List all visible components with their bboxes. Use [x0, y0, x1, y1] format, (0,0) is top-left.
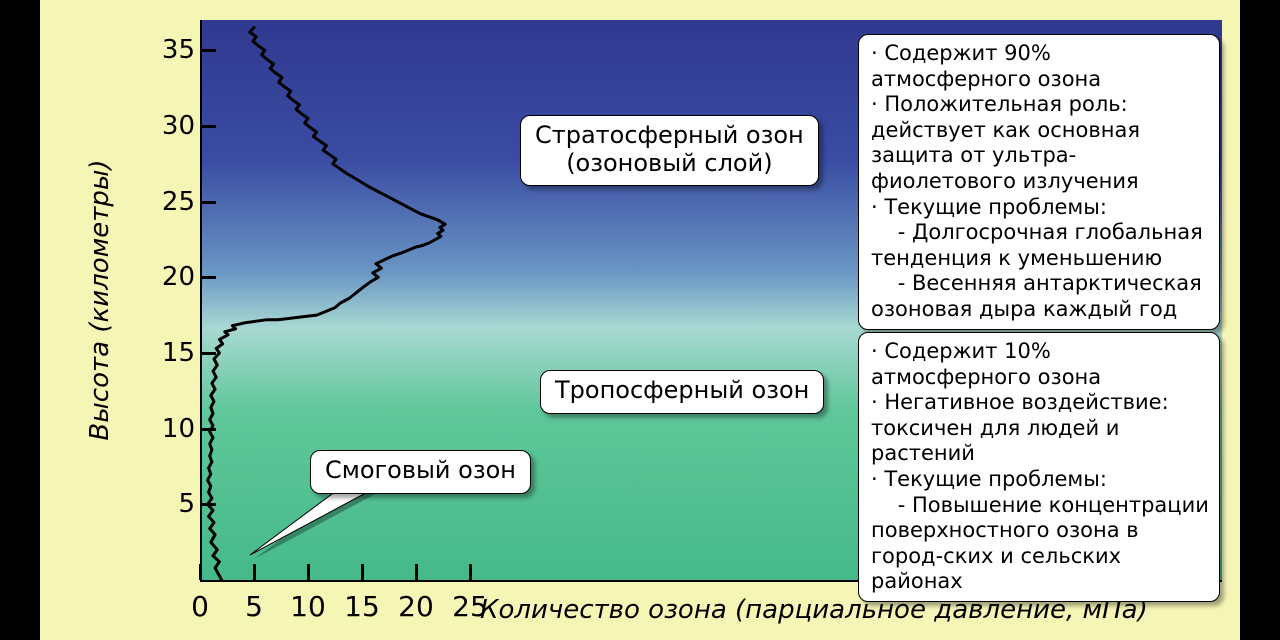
x-tick-label: 10 [290, 590, 326, 623]
y-tick-label: 5 [150, 489, 195, 519]
x-tick-label: 5 [245, 590, 263, 623]
x-tick [199, 564, 202, 580]
x-tick [307, 564, 310, 580]
infobox-line: · Текущие проблемы: [871, 195, 1209, 221]
y-tick [200, 201, 216, 204]
y-tick [200, 428, 216, 431]
smog-text: Смоговый озон [325, 456, 516, 484]
infobox-line: · Содержит 90% атмосферного озона [871, 41, 1209, 92]
stratospheric-callout: Стратосферный озон (озоновый слой) [520, 115, 819, 186]
page-root: Высота (километры) Количество озона (пар… [0, 0, 1280, 640]
y-tick [200, 49, 216, 52]
y-tick [200, 276, 216, 279]
infobox-line: - Долгосрочная глобальная тенденция к ум… [871, 220, 1209, 271]
x-tick [415, 564, 418, 580]
y-tick-label: 25 [150, 187, 195, 217]
stratosphere-infobox: · Содержит 90% атмосферного озона· Полож… [858, 34, 1220, 330]
tropospheric-callout: Тропосферный озон [540, 370, 824, 414]
y-tick-label: 35 [150, 35, 195, 65]
infobox-line: - Весенняя антарктическая озоновая дыра … [871, 271, 1209, 322]
infobox-line: · Негативное воздействие: токсичен для л… [871, 390, 1209, 467]
x-tick-label: 25 [452, 590, 488, 623]
x-tick [253, 564, 256, 580]
x-tick-label: 15 [344, 590, 380, 623]
infobox-line: · Текущие проблемы: [871, 467, 1209, 493]
troposphere-infobox: · Содержит 10% атмосферного озона· Негат… [858, 332, 1220, 602]
y-tick-label: 15 [150, 338, 195, 368]
x-tick [361, 564, 364, 580]
smog-callout: Смоговый озон [310, 450, 531, 494]
stratospheric-line1: Стратосферный озон [535, 122, 804, 150]
infobox-line: · Положительная роль: действует как осно… [871, 92, 1209, 194]
stratospheric-line2: (озоновый слой) [535, 150, 804, 178]
x-tick [469, 564, 472, 580]
y-tick-label: 30 [150, 111, 195, 141]
y-tick-label: 20 [150, 262, 195, 292]
x-tick-label: 20 [398, 590, 434, 623]
y-tick [200, 503, 216, 506]
panel: Высота (километры) Количество озона (пар… [40, 0, 1240, 640]
y-tick [200, 125, 216, 128]
infobox-line: - Повышение концентрации поверхностного … [871, 493, 1209, 595]
y-axis-label: Высота (километры) [85, 159, 115, 440]
tropospheric-text: Тропосферный озон [555, 376, 809, 404]
x-tick-label: 0 [191, 590, 209, 623]
infobox-line: · Содержит 10% атмосферного озона [871, 339, 1209, 390]
y-tick [200, 352, 216, 355]
y-tick-label: 10 [150, 414, 195, 444]
